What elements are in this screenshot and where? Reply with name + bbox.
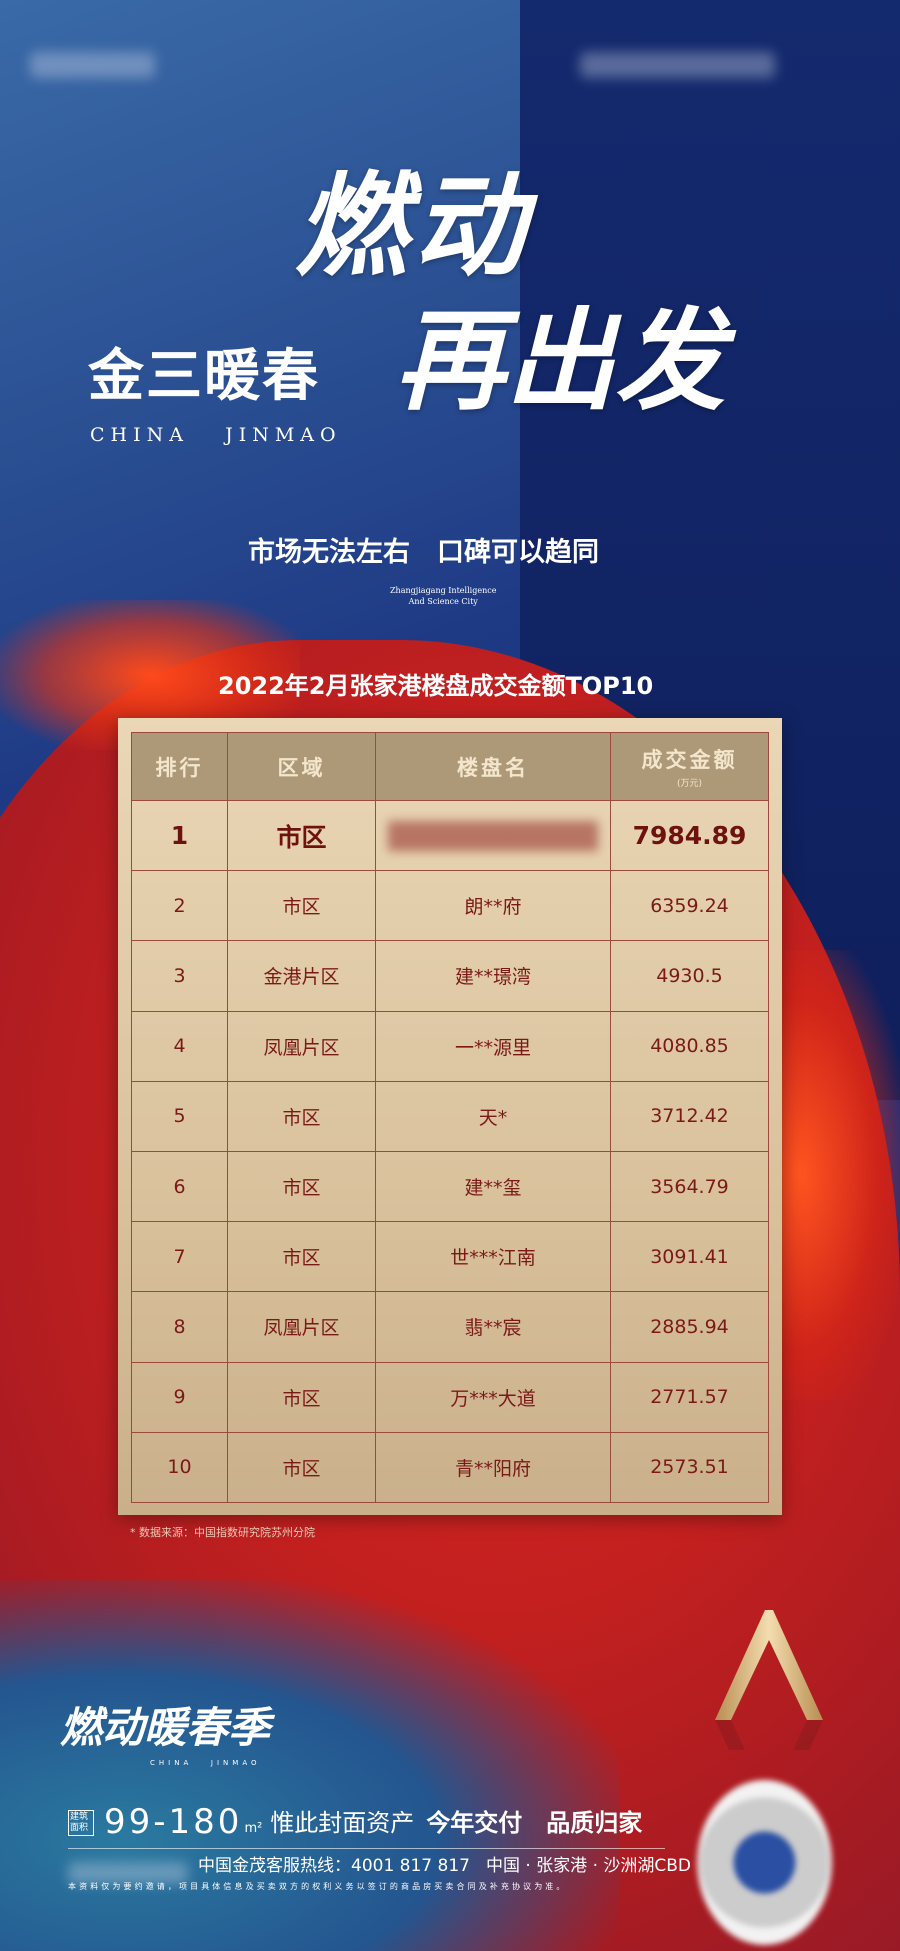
- headline-main: 燃动: [295, 161, 531, 292]
- cell-amount: 3091.41: [610, 1221, 769, 1293]
- cell-name: [375, 799, 611, 872]
- hotline: 中国金茂客服热线：4001 817 817: [198, 1856, 470, 1876]
- area-row: 建筑面积 99-180 m² 惟此封面资产 今年交付 品质归家: [68, 1801, 642, 1845]
- cell-amount: 3712.42: [610, 1080, 769, 1152]
- footer-divider: [68, 1848, 665, 1849]
- cell-amount: 3564.79: [610, 1150, 769, 1223]
- table-header: 排行 区域 楼盘名 成交金额 (万元): [131, 732, 769, 801]
- amount-unit: (万元): [676, 779, 703, 789]
- table-row: 9 市区 万***大道 2771.57: [131, 1361, 769, 1433]
- cell-name: 世***江南: [375, 1221, 611, 1293]
- data-source: * 数据来源：中国指数研究院苏州分院: [130, 1526, 315, 1539]
- cell-rank: 1: [131, 799, 228, 872]
- cell-name: 万***大道: [375, 1361, 611, 1433]
- footer-logo-en: CHINA JINMAO: [150, 1759, 261, 1767]
- contact-row: 中国金茂客服热线：4001 817 817 中国 · 张家港 · 沙洲湖CBD: [198, 1856, 691, 1876]
- area-label: 建筑面积: [68, 1810, 94, 1836]
- cell-rank: 10: [131, 1431, 228, 1503]
- gold-chevron-logo: [715, 1610, 823, 1750]
- cell-rank: 9: [131, 1361, 228, 1433]
- table-row: 1 市区 7984.89: [131, 799, 769, 872]
- cell-area: 市区: [227, 1431, 376, 1503]
- cell-rank: 3: [131, 940, 228, 1012]
- table-row: 2 市区 朗**府 6359.24: [131, 870, 769, 942]
- blurred-top-right-text: [580, 52, 775, 78]
- cell-area: 市区: [227, 1150, 376, 1223]
- cell-name: 天*: [375, 1080, 611, 1152]
- cell-name: 一**源里: [375, 1010, 611, 1082]
- table-row: 7 市区 世***江南 3091.41: [131, 1221, 769, 1293]
- cell-name: 朗**府: [375, 870, 611, 942]
- tagline-1: 惟此封面资产: [270, 1808, 415, 1837]
- cell-name: 青**阳府: [375, 1431, 611, 1503]
- cell-amount: 7984.89: [610, 799, 769, 872]
- cell-rank: 7: [131, 1221, 228, 1293]
- brand-en: CHINA JINMAO: [90, 424, 342, 446]
- headline-sub: 再出发: [395, 296, 725, 425]
- tagline-2: 今年交付 品质归家: [426, 1808, 643, 1837]
- cell-area: 市区: [227, 1361, 376, 1433]
- slogan: 市场无法左右 口碑可以趋同: [248, 537, 599, 568]
- table-row: 4 凤凰片区 一**源里 4080.85: [131, 1010, 769, 1082]
- cell-rank: 8: [131, 1291, 228, 1363]
- header-area: 区域: [227, 732, 376, 801]
- qr-code[interactable]: [697, 1780, 832, 1945]
- location: 中国 · 张家港 · 沙洲湖CBD: [485, 1856, 692, 1876]
- cell-area: 凤凰片区: [227, 1010, 376, 1082]
- cell-amount: 4080.85: [610, 1010, 769, 1082]
- table-row: 6 市区 建**玺 3564.79: [131, 1150, 769, 1223]
- cell-area: 市区: [227, 1221, 376, 1293]
- table-row: 10 市区 青**阳府 2573.51: [131, 1431, 769, 1503]
- cell-rank: 2: [131, 870, 228, 942]
- area-unit: m²: [244, 1820, 263, 1836]
- cell-area: 凤凰片区: [227, 1291, 376, 1363]
- cell-name: 建**璟湾: [375, 940, 611, 1012]
- cell-amount: 2885.94: [610, 1291, 769, 1363]
- header-amount: 成交金额 (万元): [610, 732, 769, 801]
- cell-name: 翡**宸: [375, 1291, 611, 1363]
- header-rank: 排行: [131, 732, 228, 801]
- project-en-2: And Science City: [408, 597, 478, 606]
- cell-amount: 6359.24: [610, 870, 769, 942]
- header-name: 楼盘名: [375, 732, 611, 801]
- disclaimer: 本资料仅为要约邀请，项目具体信息及买卖双方的权利义务以签订的商品房买卖合同及补充…: [68, 1882, 568, 1891]
- blurred-top-left-text: [30, 52, 155, 78]
- blurred-footer-logo: [68, 1862, 188, 1884]
- cell-rank: 6: [131, 1150, 228, 1223]
- cell-amount: 4930.5: [610, 940, 769, 1012]
- ranking-table: 排行 区域 楼盘名 成交金额 (万元) 1 市区 7984.89 2 市区 朗**府 6359…: [131, 732, 769, 1503]
- cell-area: 金港片区: [227, 940, 376, 1012]
- table-row: 8 凤凰片区 翡**宸 2885.94: [131, 1291, 769, 1363]
- ranking-card: 排行 区域 楼盘名 成交金额 (万元) 1 市区 7984.89 2 市区 朗**府 6359…: [118, 718, 782, 1515]
- cell-area: 市区: [227, 1080, 376, 1152]
- table-title: 2022年2月张家港楼盘成交金额TOP10: [218, 672, 654, 700]
- cell-name: 建**玺: [375, 1150, 611, 1223]
- table-row: 3 金港片区 建**璟湾 4930.5: [131, 940, 769, 1012]
- project-en: Zhangjiagang Intelligence And Science Ci…: [390, 585, 496, 607]
- cell-area: 市区: [227, 799, 376, 872]
- cell-amount: 2771.57: [610, 1361, 769, 1433]
- cell-amount: 2573.51: [610, 1431, 769, 1503]
- campaign-title: 金三暖春: [88, 344, 320, 409]
- blurred-name: [388, 821, 598, 852]
- cell-area: 市区: [227, 870, 376, 942]
- footer-logo: 燃动暖春季: [60, 1703, 271, 1752]
- table-row: 5 市区 天* 3712.42: [131, 1080, 769, 1152]
- cell-rank: 4: [131, 1010, 228, 1082]
- area-value: 99-180: [104, 1802, 243, 1843]
- cell-rank: 5: [131, 1080, 228, 1152]
- project-en-1: Zhangjiagang Intelligence: [390, 586, 497, 595]
